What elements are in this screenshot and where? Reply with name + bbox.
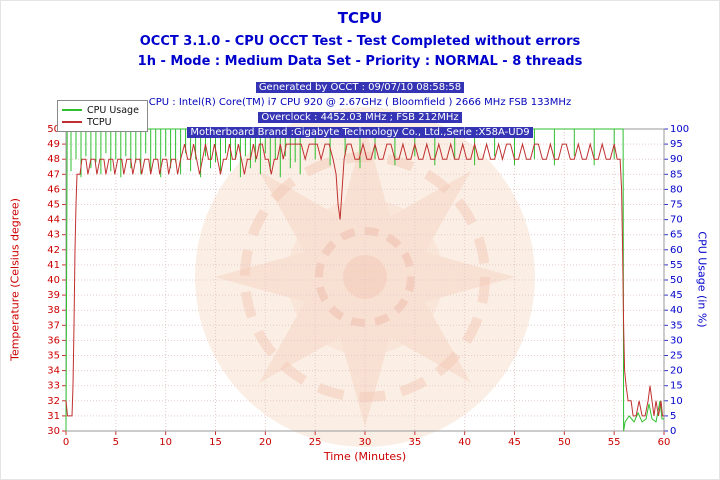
svg-text:39: 39 bbox=[47, 290, 60, 301]
svg-text:55: 55 bbox=[670, 260, 683, 271]
svg-text:35: 35 bbox=[47, 351, 60, 362]
svg-text:34: 34 bbox=[47, 366, 60, 377]
svg-text:5: 5 bbox=[113, 437, 119, 448]
svg-text:40: 40 bbox=[458, 437, 471, 448]
system-info-box: Generated by OCCT : 09/07/10 08:58:58 CP… bbox=[1, 78, 719, 138]
svg-text:45: 45 bbox=[508, 437, 521, 448]
y-axis-title-temperature: Temperature (Celsius degree) bbox=[8, 198, 22, 361]
svg-text:42: 42 bbox=[47, 245, 60, 256]
svg-text:0: 0 bbox=[670, 426, 676, 437]
svg-text:25: 25 bbox=[309, 437, 322, 448]
svg-text:32: 32 bbox=[47, 396, 60, 407]
svg-text:44: 44 bbox=[47, 215, 60, 226]
svg-text:60: 60 bbox=[670, 245, 683, 256]
svg-text:55: 55 bbox=[608, 437, 621, 448]
x-axis-title-time: Time (Minutes) bbox=[323, 450, 407, 463]
svg-text:40: 40 bbox=[47, 275, 60, 286]
svg-text:31: 31 bbox=[47, 411, 60, 422]
svg-text:50: 50 bbox=[558, 437, 571, 448]
svg-text:85: 85 bbox=[670, 169, 683, 180]
chart-subtitle-result: OCCT 3.1.0 - CPU OCCT Test - Test Comple… bbox=[139, 34, 581, 49]
svg-text:95: 95 bbox=[670, 139, 683, 150]
svg-text:65: 65 bbox=[670, 230, 683, 241]
info-overclock: Overclock : 4452.03 MHz ; FSB 212MHz bbox=[1, 109, 719, 123]
svg-text:46: 46 bbox=[47, 184, 60, 195]
svg-text:0: 0 bbox=[63, 437, 69, 448]
svg-text:50: 50 bbox=[47, 124, 60, 135]
svg-text:100: 100 bbox=[670, 124, 689, 135]
chart-title: TCPU bbox=[337, 9, 383, 27]
svg-text:36: 36 bbox=[47, 335, 60, 346]
svg-text:20: 20 bbox=[259, 437, 272, 448]
cpu-usage-line-swatch bbox=[62, 109, 82, 111]
svg-text:15: 15 bbox=[670, 381, 683, 392]
legend-item-cpu-usage: CPU Usage bbox=[62, 104, 139, 116]
info-cpu: CPU : Intel(R) Core(TM) i7 CPU 920 @ 2.6… bbox=[148, 97, 572, 108]
info-generated: Generated by OCCT : 09/07/10 08:58:58 bbox=[1, 79, 719, 93]
svg-text:50: 50 bbox=[670, 275, 683, 286]
svg-text:10: 10 bbox=[159, 437, 172, 448]
svg-text:30: 30 bbox=[670, 335, 683, 346]
legend-item-tcpu: TCPU bbox=[62, 116, 139, 128]
svg-text:45: 45 bbox=[47, 200, 60, 211]
svg-text:20: 20 bbox=[670, 366, 683, 377]
svg-text:41: 41 bbox=[47, 260, 60, 271]
svg-text:47: 47 bbox=[47, 169, 60, 180]
svg-text:10: 10 bbox=[670, 396, 683, 407]
svg-text:30: 30 bbox=[359, 437, 372, 448]
svg-text:40: 40 bbox=[670, 305, 683, 316]
y-axis-title-cpu-usage: CPU Usage (in %) bbox=[695, 231, 709, 328]
svg-text:43: 43 bbox=[47, 230, 60, 241]
svg-text:35: 35 bbox=[670, 320, 683, 331]
svg-text:45: 45 bbox=[670, 290, 683, 301]
legend-label-tcpu: TCPU bbox=[87, 116, 112, 128]
svg-text:30: 30 bbox=[47, 426, 60, 437]
svg-text:49: 49 bbox=[47, 139, 60, 150]
svg-text:75: 75 bbox=[670, 200, 683, 211]
svg-text:33: 33 bbox=[47, 381, 60, 392]
svg-text:25: 25 bbox=[670, 351, 683, 362]
svg-text:35: 35 bbox=[408, 437, 421, 448]
legend: CPU Usage TCPU bbox=[57, 100, 148, 132]
svg-text:60: 60 bbox=[658, 437, 671, 448]
legend-label-cpu-usage: CPU Usage bbox=[87, 104, 139, 116]
chart-subtitle-mode: 1h - Mode : Medium Data Set - Priority :… bbox=[137, 54, 583, 69]
svg-text:5: 5 bbox=[670, 411, 676, 422]
svg-text:15: 15 bbox=[209, 437, 222, 448]
info-motherboard: Motherboard Brand :Gigabyte Technology C… bbox=[1, 124, 719, 138]
svg-text:37: 37 bbox=[47, 320, 60, 331]
tcpu-line-swatch bbox=[62, 121, 82, 123]
svg-text:90: 90 bbox=[670, 154, 683, 165]
svg-text:48: 48 bbox=[47, 154, 60, 165]
svg-text:38: 38 bbox=[47, 305, 60, 316]
svg-text:80: 80 bbox=[670, 184, 683, 195]
svg-text:70: 70 bbox=[670, 215, 683, 226]
